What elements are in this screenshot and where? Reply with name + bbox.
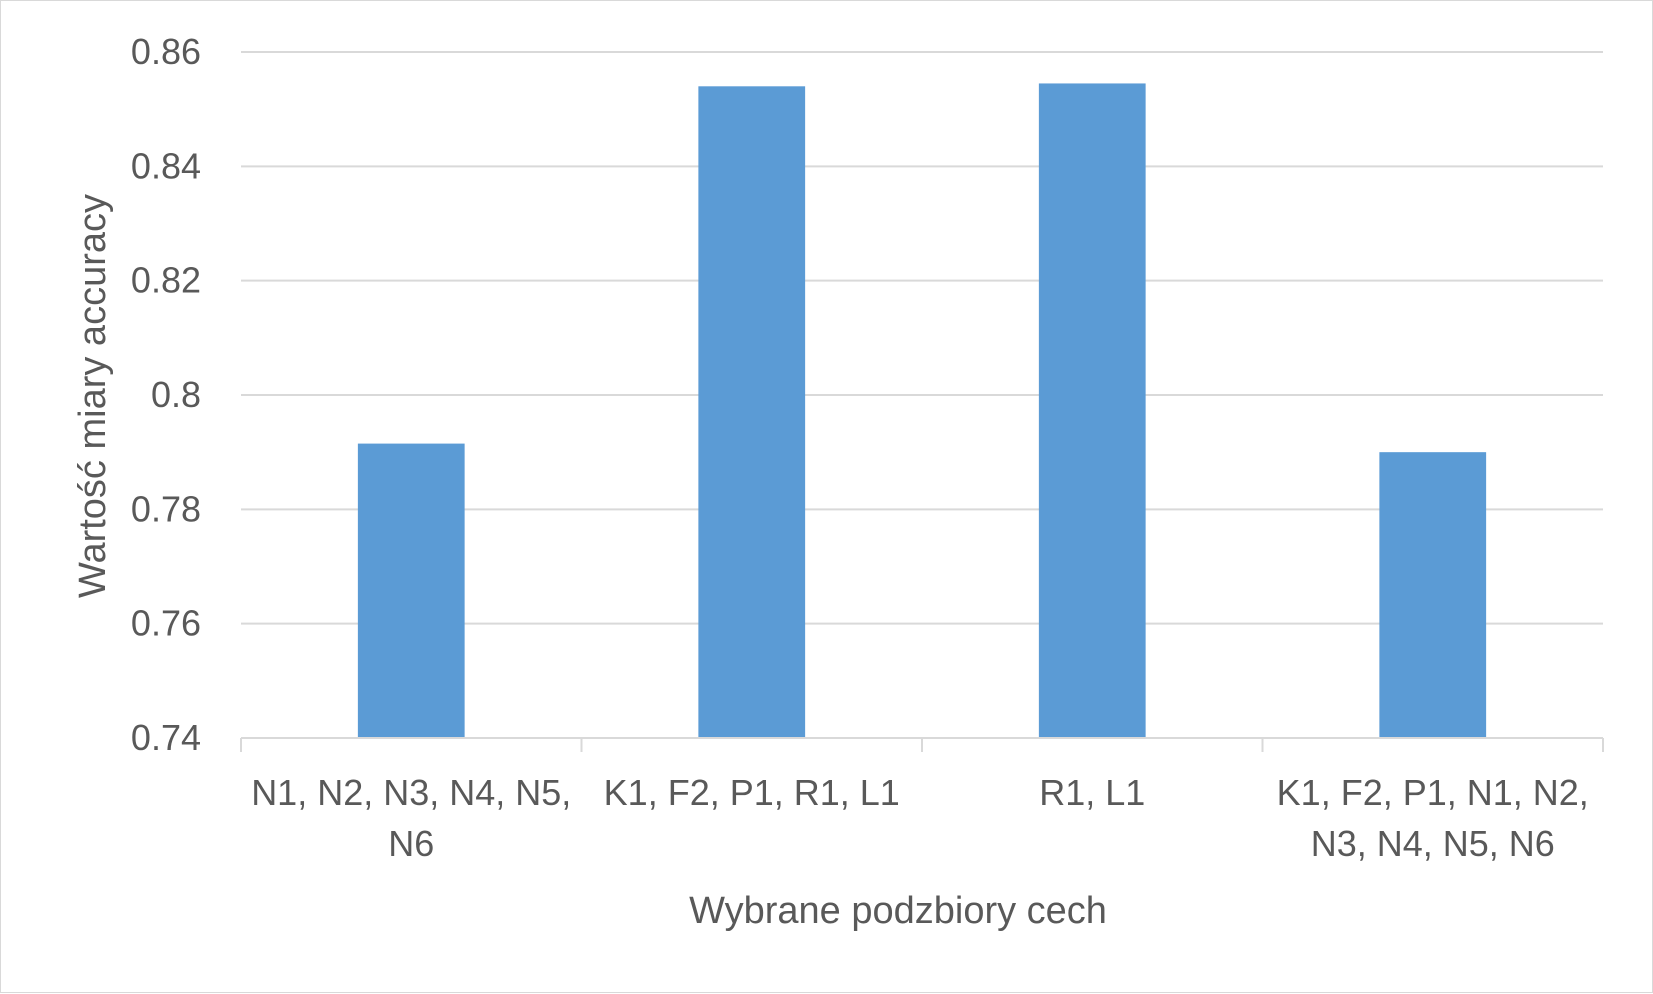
- y-tick-label: 0.84: [131, 145, 201, 186]
- y-tick-label: 0.76: [131, 603, 201, 644]
- y-axis-tick-labels: 0.74 0.76 0.78 0.8 0.82 0.84 0.86: [131, 31, 201, 758]
- x-tick-label: K1, F2, P1, N1, N2,: [1277, 772, 1589, 813]
- gridlines: [241, 51, 1603, 625]
- bar: [357, 443, 465, 738]
- y-tick-label: 0.82: [131, 260, 201, 301]
- bar: [1379, 452, 1487, 738]
- x-tick-label: N6: [388, 823, 434, 864]
- x-tick-label: N3, N4, N5, N6: [1311, 823, 1555, 864]
- bar: [1038, 83, 1146, 739]
- x-tick-label: K1, F2, P1, R1, L1: [604, 772, 900, 813]
- y-tick-label: 0.78: [131, 488, 201, 529]
- y-tick-label: 0.86: [131, 31, 201, 72]
- y-tick-label: 0.74: [131, 717, 201, 758]
- bars: [357, 83, 1487, 739]
- y-axis-title: Wartość miary accuracy: [72, 194, 114, 598]
- x-axis: [240, 737, 1604, 752]
- x-axis-title: Wybrane podzbiory cech: [689, 890, 1107, 932]
- x-tick-label: N1, N2, N3, N4, N5,: [251, 772, 571, 813]
- x-axis-tick-labels: N1, N2, N3, N4, N5, N6 K1, F2, P1, R1, L1 R…: [251, 772, 1589, 864]
- y-tick-label: 0.8: [151, 374, 201, 415]
- x-tick-label: R1, L1: [1039, 772, 1145, 813]
- bar: [698, 86, 806, 739]
